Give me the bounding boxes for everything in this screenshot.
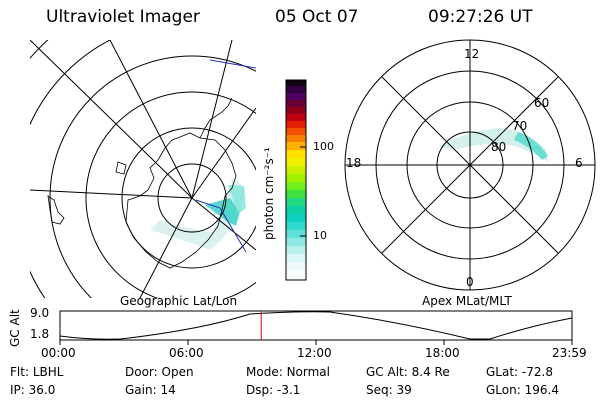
- mlat-label-70: 70: [512, 119, 528, 133]
- info-gain: Gain: 14: [125, 383, 176, 397]
- info-glon: GLon: 196.4: [486, 383, 559, 397]
- colorbar-unit-label: photon cm⁻²s⁻¹: [262, 147, 276, 240]
- apex-caption: Apex MLat/MLT: [422, 294, 512, 308]
- mlt-label-18: 18: [346, 156, 362, 170]
- geographic-caption: Geographic Lat/Lon: [120, 294, 238, 308]
- date-label: 05 Oct 07: [275, 7, 359, 27]
- colorbar: [285, 79, 307, 281]
- timeline-xtick-1800: 18:00: [425, 346, 460, 360]
- altitude-timeline: [59, 310, 573, 345]
- mlat-label-60: 60: [534, 96, 550, 110]
- info-gc-alt: GC Alt: 8.4 Re: [366, 365, 450, 379]
- geo-aurora-emission: [150, 178, 245, 250]
- timeline-xtick-0000: 00:00: [41, 346, 76, 360]
- polar-aurora-bright: [514, 132, 548, 160]
- timeline-xtick-1200: 12:00: [297, 346, 332, 360]
- mlat-label-80: 80: [491, 140, 507, 154]
- mlt-label-0: 0: [466, 275, 474, 289]
- timeline-y-axis-label: GC Alt: [8, 309, 22, 347]
- antarctica-coastline: [125, 132, 237, 269]
- mlt-label-6: 6: [575, 156, 583, 170]
- timeline-xtick-0600: 06:00: [169, 346, 204, 360]
- info-seq: Seq: 39: [366, 383, 412, 397]
- timeline-xtick-2359: 23:59: [552, 346, 587, 360]
- timeline-ytick-max: 9.0: [30, 306, 50, 320]
- info-dsp: Dsp: -3.1: [246, 383, 301, 397]
- info-flt: Flt: LBHL: [10, 365, 64, 379]
- polar-mlt-plot: [344, 39, 596, 291]
- info-door: Door: Open: [125, 365, 194, 379]
- info-glat: GLat: -72.8: [486, 365, 553, 379]
- colorbar-tick-100: 100: [313, 140, 334, 153]
- mlt-label-12: 12: [464, 47, 480, 61]
- info-ip: IP: 36.0: [10, 383, 56, 397]
- altitude-curve: [59, 311, 573, 340]
- timeline-ytick-min: 1.8: [30, 327, 50, 341]
- colorbar-tick-10: 10: [313, 229, 327, 242]
- time-label: 09:27:26 UT: [428, 7, 533, 27]
- info-mode: Mode: Normal: [246, 365, 330, 379]
- geographic-map: [30, 40, 256, 298]
- instrument-title: Ultraviolet Imager: [46, 7, 200, 27]
